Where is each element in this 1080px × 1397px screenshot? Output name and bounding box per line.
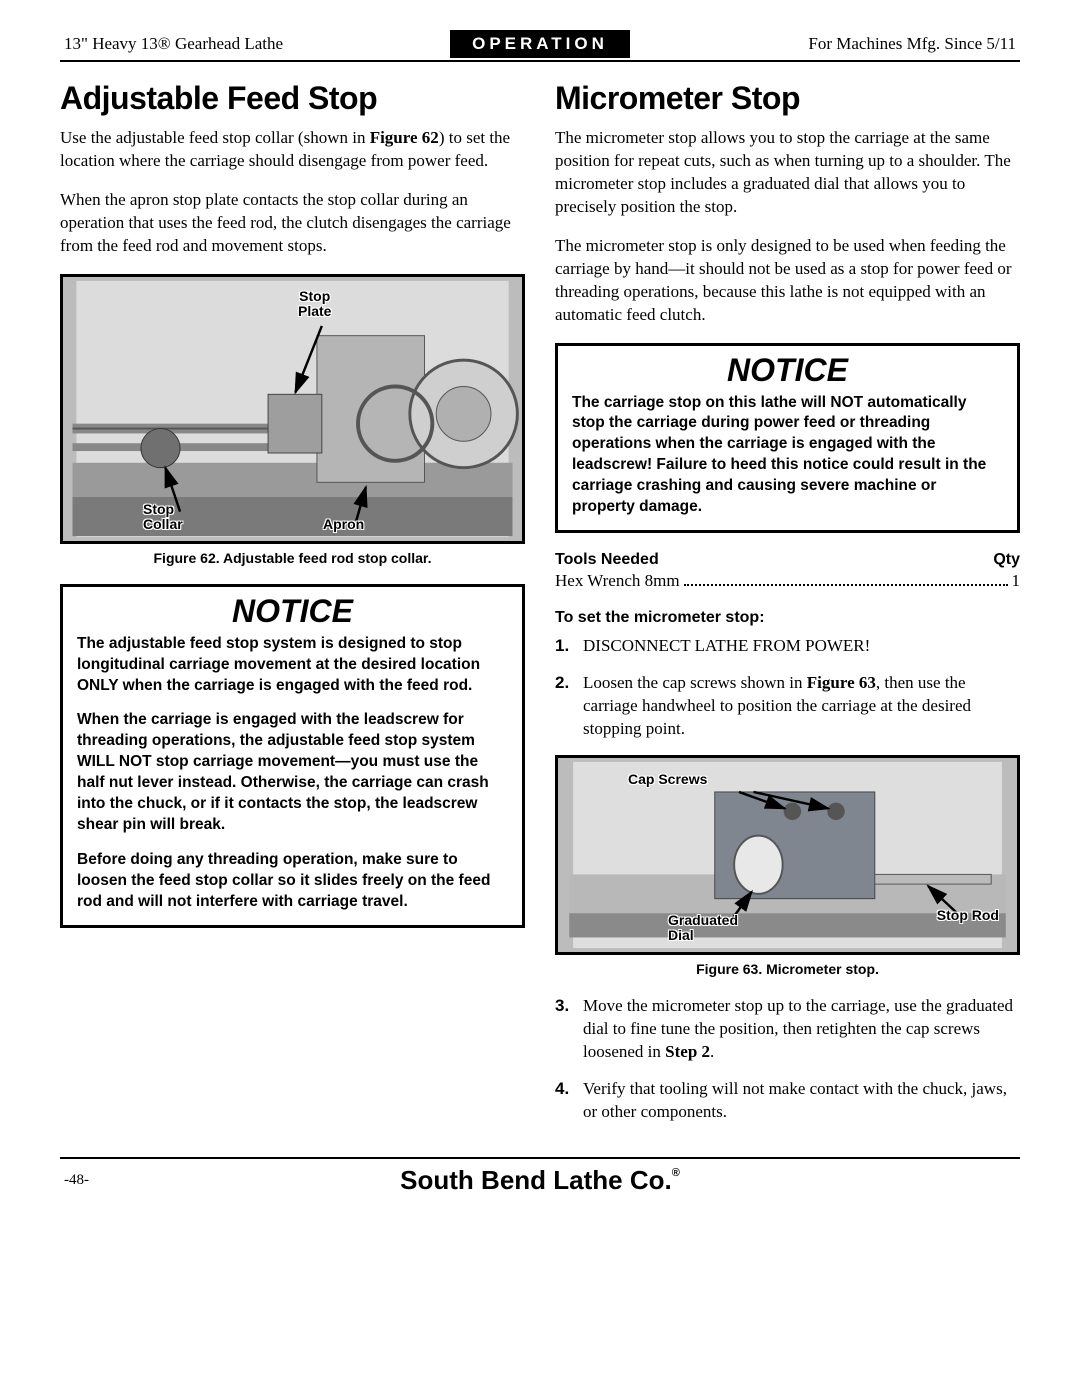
left-heading: Adjustable Feed Stop [60, 80, 525, 117]
step-text: Move the micrometer stop up to the carri… [583, 995, 1020, 1064]
label-stop-plate: StopPlate [298, 289, 331, 320]
figure-ref: Figure 63 [807, 673, 876, 692]
step-1: 1. DISCONNECT LATHE FROM POWER! [555, 635, 1020, 658]
tools-needed-label: Tools Needed [555, 551, 659, 569]
content-columns: Adjustable Feed Stop Use the adjustable … [60, 80, 1020, 1137]
right-column: Micrometer Stop The micrometer stop allo… [555, 80, 1020, 1137]
left-para1: Use the adjustable feed stop collar (sho… [60, 127, 525, 173]
step-3: 3. Move the micrometer stop up to the ca… [555, 995, 1020, 1064]
figure-63: Cap Screws GraduatedDial Stop Rod [555, 755, 1020, 955]
notice-text: The adjustable feed stop system is desig… [77, 634, 508, 913]
header-bar: 13" Heavy 13® Gearhead Lathe OPERATION F… [60, 30, 1020, 62]
left-para2: When the apron stop plate contacts the s… [60, 189, 525, 258]
step-text: Verify that tooling will not make contac… [583, 1078, 1020, 1124]
figure-62-svg [63, 277, 522, 541]
right-notice: NOTICE The carriage stop on this lathe w… [555, 343, 1020, 534]
step-text: Loosen the cap screws shown in Figure 63… [583, 672, 1020, 741]
figure-63-caption: Figure 63. Micrometer stop. [555, 961, 1020, 977]
label-stop-collar: StopCollar [143, 502, 183, 533]
brand-text: South Bend Lathe Co. [400, 1165, 672, 1195]
tool-line: Hex Wrench 8mm 1 [555, 571, 1020, 591]
step-num: 2. [555, 672, 583, 741]
notice-title: NOTICE [572, 352, 1003, 389]
notice-text: The carriage stop on this lathe will NOT… [572, 393, 1003, 519]
tool-name: Hex Wrench 8mm [555, 571, 680, 591]
leader-dots [684, 584, 1008, 586]
qty-label: Qty [993, 551, 1020, 569]
steps-list-cont: 3. Move the micrometer stop up to the ca… [555, 995, 1020, 1124]
tool-qty: 1 [1012, 571, 1021, 591]
right-para2: The micrometer stop is only designed to … [555, 235, 1020, 327]
step-text: DISCONNECT LATHE FROM POWER! [583, 635, 1020, 658]
page-number: -48- [64, 1172, 89, 1189]
notice-p1: The adjustable feed stop system is desig… [77, 634, 508, 697]
text: . [710, 1042, 714, 1061]
right-para1: The micrometer stop allows you to stop t… [555, 127, 1020, 219]
step-num: 4. [555, 1078, 583, 1124]
label-cap-screws: Cap Screws [628, 772, 707, 787]
notice-p1: The carriage stop on this lathe will NOT… [572, 393, 1003, 519]
step-num: 3. [555, 995, 583, 1064]
steps-list: 1. DISCONNECT LATHE FROM POWER! 2. Loose… [555, 635, 1020, 741]
step-num: 1. [555, 635, 583, 658]
text: Use the adjustable feed stop collar (sho… [60, 128, 370, 147]
steps-heading: To set the micrometer stop: [555, 609, 1020, 627]
left-column: Adjustable Feed Stop Use the adjustable … [60, 80, 525, 1137]
step-ref: Step 2 [665, 1042, 710, 1061]
label-stop-rod: Stop Rod [937, 908, 999, 923]
footer: -48- South Bend Lathe Co.® [60, 1157, 1020, 1196]
figure-ref: Figure 62 [370, 128, 439, 147]
notice-p2: When the carriage is engaged with the le… [77, 710, 508, 836]
figure-62: StopPlate StopCollar Apron [60, 274, 525, 544]
footer-brand: South Bend Lathe Co.® [60, 1165, 1020, 1196]
label-apron: Apron [323, 517, 364, 532]
header-left: 13" Heavy 13® Gearhead Lathe [60, 34, 450, 54]
notice-title: NOTICE [77, 593, 508, 630]
text: Loosen the cap screws shown in [583, 673, 807, 692]
right-heading: Micrometer Stop [555, 80, 1020, 117]
header-right: For Machines Mfg. Since 5/11 [630, 34, 1020, 54]
label-graduated-dial: GraduatedDial [668, 913, 738, 944]
notice-p3: Before doing any threading operation, ma… [77, 850, 508, 913]
step-2: 2. Loosen the cap screws shown in Figure… [555, 672, 1020, 741]
step-4: 4. Verify that tooling will not make con… [555, 1078, 1020, 1124]
header-center: OPERATION [450, 30, 630, 58]
left-notice: NOTICE The adjustable feed stop system i… [60, 584, 525, 928]
figure-62-caption: Figure 62. Adjustable feed rod stop coll… [60, 550, 525, 566]
registered-icon: ® [672, 1167, 680, 1179]
tools-heading-row: Tools Needed Qty [555, 551, 1020, 569]
text: Move the micrometer stop up to the carri… [583, 996, 1013, 1061]
